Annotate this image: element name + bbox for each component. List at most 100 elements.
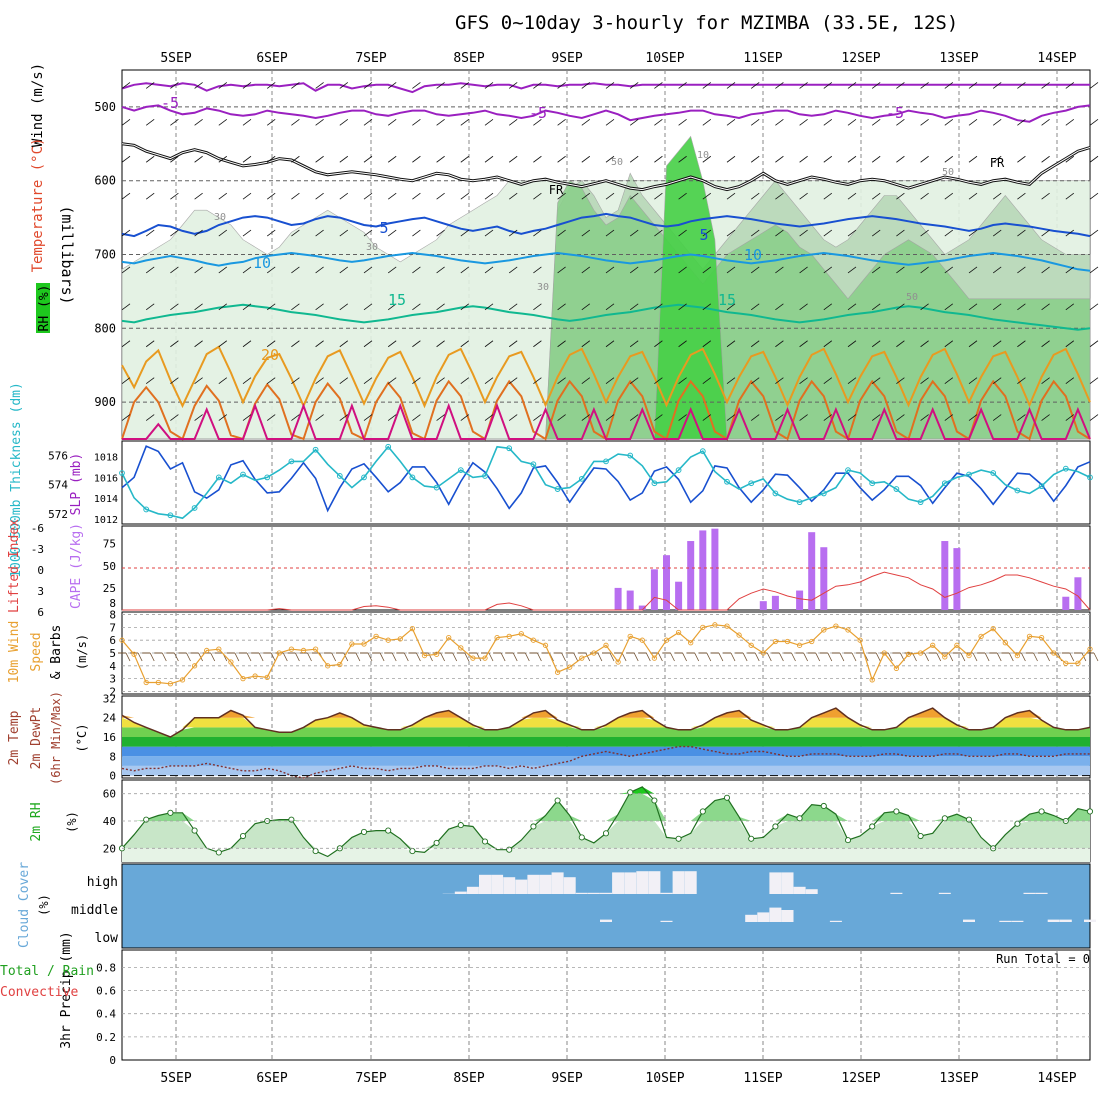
wind-barb [750, 303, 760, 311]
wind-barb [1041, 303, 1050, 311]
wind-barb [533, 192, 542, 200]
cloud-bar-high [575, 892, 588, 894]
wind-speed-point [796, 642, 803, 648]
wind-barb [218, 340, 228, 348]
rh2m-point [530, 823, 537, 830]
wind-barb [170, 414, 179, 421]
cloud-axis-label: Cloud Cover [17, 862, 32, 948]
wind-speed-point [361, 641, 367, 647]
date-tick-top: 11SEP [743, 51, 782, 66]
wind-speed-point [264, 674, 270, 680]
wind-speed-point [385, 637, 391, 643]
wind-barb [315, 377, 324, 384]
wind-barb-tick [609, 652, 615, 662]
wind-barb [121, 82, 131, 89]
wind-barb [823, 303, 833, 311]
isotherm-20 [121, 345, 1091, 409]
thickness-point [748, 480, 755, 487]
wind-barb-tick [621, 652, 627, 662]
wind-barb-tick [1008, 652, 1014, 662]
wind-speed-point [276, 650, 282, 656]
cape-bar [941, 541, 949, 610]
rh-band-10 [122, 848, 1090, 862]
wind-barb [702, 340, 712, 348]
wind-speed-point [760, 650, 766, 656]
wind-barb-tick [839, 652, 845, 662]
wind-barbs-axis-label: & Barbs [49, 625, 64, 680]
rh2m-point [965, 816, 973, 823]
wind-barb [944, 119, 954, 126]
wind-barb [412, 414, 421, 421]
wind-speed-point [857, 637, 863, 643]
cape-tick-label: 50 [103, 560, 116, 573]
wind-barb [363, 119, 373, 126]
wind-barb [726, 155, 736, 163]
wind-barb [871, 155, 881, 163]
wind-barb [1017, 192, 1026, 200]
thickness-point [941, 480, 948, 487]
wind-barb-tick [597, 652, 603, 662]
wind-speed-point [966, 652, 972, 659]
wind-barb [629, 266, 639, 274]
wind-barb [412, 229, 421, 237]
rh2m-point [1038, 808, 1045, 815]
wind-barb [896, 155, 905, 163]
wind-barb [291, 82, 300, 89]
wind-barb [823, 119, 833, 126]
wind-barb [823, 155, 833, 163]
cloud-bar-middle [829, 920, 842, 922]
thickness-point [627, 452, 634, 459]
freezing-level-label: FR [990, 156, 1005, 170]
wind-barb [871, 303, 881, 311]
wind-barb-tick [307, 652, 312, 662]
wind-barb [218, 82, 228, 89]
wind-barb [266, 303, 276, 311]
wind-barb [363, 155, 373, 163]
wind-barb [291, 414, 300, 421]
wind-barb [387, 82, 397, 89]
wind-speed-point [143, 679, 149, 686]
cloud-bar-high [527, 874, 540, 894]
temp-line [121, 707, 1091, 738]
isotherm-label: 20 [261, 346, 279, 364]
wind-barb [775, 82, 784, 89]
wind-barb [339, 414, 349, 421]
wind-barb [315, 82, 324, 89]
wind-barb [896, 192, 905, 200]
wind-barb [387, 192, 397, 200]
isotherm-label: 5 [379, 219, 388, 237]
thickness-point [917, 499, 924, 506]
wind-barb [968, 155, 978, 163]
wind-barb [654, 266, 663, 274]
wind-barb [363, 303, 373, 311]
wind-barb [726, 340, 736, 348]
wind-barb [145, 192, 155, 200]
wind-barb [339, 192, 349, 200]
wind-barb [218, 119, 228, 126]
wind-barb [678, 229, 687, 237]
wind-barb [387, 414, 397, 421]
wind-barb [799, 266, 808, 274]
wind-speed-point [458, 645, 464, 651]
wind-barb-tick [996, 652, 1002, 662]
cape-bar [675, 581, 683, 610]
wind-barb [436, 377, 445, 384]
temp-tick-label: 24 [103, 712, 117, 725]
wind-barb [799, 119, 808, 126]
wind-barb [968, 303, 978, 311]
wind-barb [871, 266, 881, 274]
dewpoint-axis-label: 2m DewPt [29, 707, 44, 770]
thickness-point [240, 471, 246, 478]
wind-barb [533, 303, 542, 311]
panel-frame-prec [121, 949, 1091, 1061]
wind-speed-point [530, 637, 537, 643]
wind-barb [847, 266, 857, 274]
cloud-bar-high [612, 872, 625, 894]
wind-barb [242, 414, 252, 421]
wind-barb [508, 229, 518, 237]
thickness-point [361, 474, 367, 481]
wind-barb-tick [730, 652, 736, 662]
cloud-low-label: low [95, 931, 119, 946]
wind-barb [581, 340, 591, 348]
date-tick-bottom: 12SEP [841, 1071, 880, 1086]
